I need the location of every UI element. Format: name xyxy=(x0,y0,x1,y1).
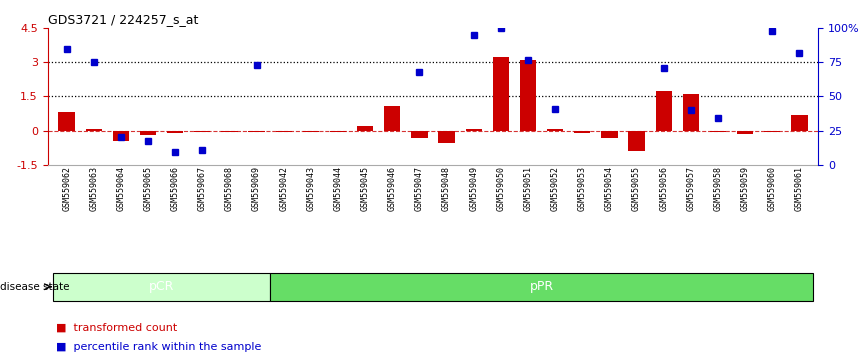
Bar xyxy=(53,273,270,301)
Bar xyxy=(764,131,780,132)
Bar xyxy=(275,131,292,132)
Bar xyxy=(411,131,428,138)
Bar xyxy=(574,131,591,133)
Bar xyxy=(303,131,319,132)
Bar xyxy=(385,105,400,131)
Bar xyxy=(86,130,102,131)
Bar xyxy=(59,112,74,131)
Bar xyxy=(330,131,346,132)
Bar xyxy=(194,131,210,132)
Text: disease state: disease state xyxy=(0,282,69,292)
Bar xyxy=(438,131,455,143)
Text: ■  transformed count: ■ transformed count xyxy=(56,322,178,332)
Bar xyxy=(249,131,265,132)
Text: ■  percentile rank within the sample: ■ percentile rank within the sample xyxy=(56,342,262,352)
Bar xyxy=(167,131,184,133)
Bar xyxy=(682,94,699,131)
Text: GDS3721 / 224257_s_at: GDS3721 / 224257_s_at xyxy=(48,13,198,26)
Bar xyxy=(466,130,481,131)
Text: pPR: pPR xyxy=(529,280,553,293)
Bar xyxy=(222,131,237,132)
Bar xyxy=(792,115,807,131)
Bar xyxy=(737,131,753,134)
Bar xyxy=(547,130,563,131)
Bar xyxy=(113,131,129,141)
Bar xyxy=(520,60,536,131)
Bar xyxy=(493,57,509,131)
Bar xyxy=(629,131,644,151)
Bar xyxy=(601,131,617,138)
Bar xyxy=(357,126,373,131)
Text: pCR: pCR xyxy=(149,280,174,293)
Bar xyxy=(140,131,156,135)
Bar xyxy=(656,91,672,131)
Bar xyxy=(270,273,813,301)
Bar xyxy=(710,131,726,132)
